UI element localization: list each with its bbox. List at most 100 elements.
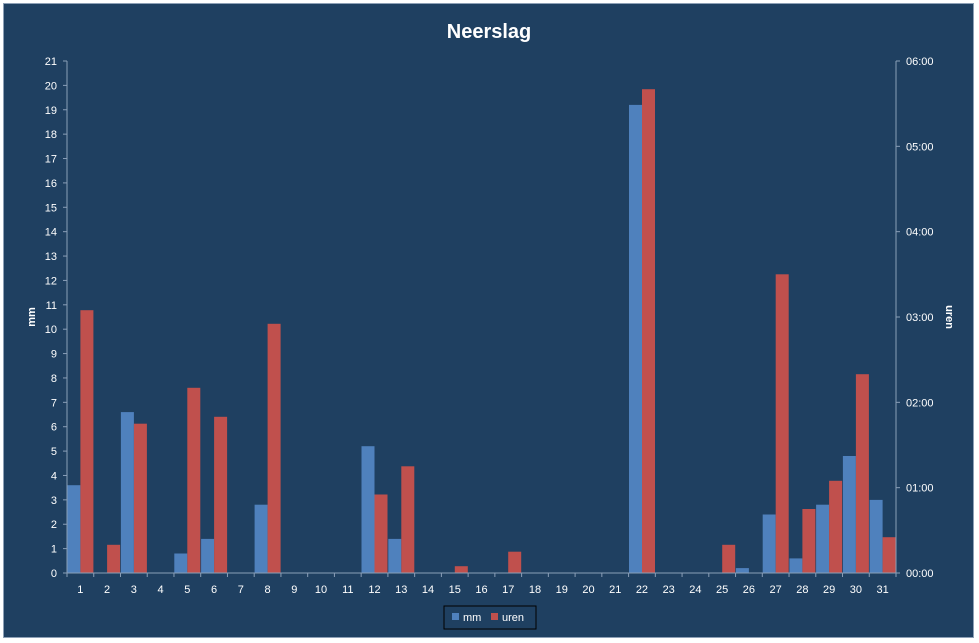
x-tick-label: 27	[770, 584, 782, 596]
y-axis-label-right: uren	[943, 305, 955, 329]
precipitation-chart: Neerslag 0123456789101112131415161718192…	[26, 21, 955, 630]
y-tick-label-left: 16	[45, 178, 57, 190]
x-tick-label: 31	[877, 584, 889, 596]
bar-uren-17	[508, 551, 522, 573]
y-tick-label-right: 05:00	[906, 141, 934, 153]
y-tick-label-left: 7	[51, 397, 57, 409]
x-tick-label: 8	[265, 584, 271, 596]
bar-mm-26	[735, 568, 749, 573]
legend-swatch-mm	[452, 613, 459, 620]
y-tick-label-right: 00:00	[906, 568, 934, 580]
bar-uren-29	[829, 480, 843, 573]
y-tick-label-left: 9	[51, 349, 57, 361]
legend-box	[443, 605, 537, 630]
bar-uren-3	[133, 423, 147, 573]
y-tick-label-left: 19	[45, 105, 57, 117]
chart-title: Neerslag	[447, 21, 532, 43]
x-tick-label: 18	[529, 584, 541, 596]
bar-uren-8	[267, 323, 281, 573]
y-tick-label-right: 06:00	[906, 56, 934, 68]
y-tick-label-left: 5	[51, 446, 57, 458]
x-tick-label: 16	[475, 584, 487, 596]
y-tick-label-left: 13	[45, 251, 57, 263]
x-tick-label: 7	[238, 584, 244, 596]
y-tick-label-left: 10	[45, 324, 57, 336]
bar-uren-31	[882, 537, 896, 573]
y-tick-label-left: 1	[51, 544, 57, 556]
bar-uren-30	[855, 374, 869, 573]
axes-group	[63, 60, 900, 577]
chart-frame: Neerslag 0 1 2 3 4 5 6 7 8 9 10 11 12 13 14 15 16 17 18 19 2…	[3, 3, 974, 638]
y-tick-label-left: 14	[45, 227, 57, 239]
x-tick-label: 13	[395, 584, 407, 596]
x-tick-label: 17	[502, 584, 514, 596]
bar-uren-1	[80, 310, 94, 573]
bar-uren-5	[187, 387, 201, 573]
bar-uren-13	[401, 466, 415, 573]
y-tick-label-left: 6	[51, 422, 57, 434]
y-tick-label-right: 02:00	[906, 397, 934, 409]
bar-uren-27	[775, 274, 789, 573]
ticks-group: 012345678910111213141516171819202100:000…	[45, 56, 934, 596]
x-tick-label: 25	[716, 584, 728, 596]
bar-mm-6	[201, 538, 215, 573]
legend-swatch-uren	[491, 613, 498, 620]
y-tick-label-right: 01:00	[906, 483, 934, 495]
bar-mm-8	[254, 504, 268, 573]
bar-mm-3	[120, 412, 134, 573]
bar-mm-5	[174, 553, 188, 573]
bar-uren-15	[454, 566, 468, 573]
bar-mm-27	[762, 514, 776, 573]
bars-group	[67, 89, 896, 574]
x-tick-label: 24	[689, 584, 701, 596]
x-tick-label: 29	[823, 584, 835, 596]
x-tick-label: 23	[663, 584, 675, 596]
y-tick-label-left: 11	[46, 300, 57, 312]
x-tick-label: 19	[556, 584, 568, 596]
x-tick-label: 12	[368, 584, 380, 596]
bar-mm-30	[842, 456, 856, 573]
x-tick-label: 5	[184, 584, 190, 596]
legend-label-uren: uren	[502, 612, 524, 624]
y-tick-label-right: 04:00	[906, 227, 934, 239]
y-tick-label-left: 12	[45, 275, 57, 287]
x-tick-label: 21	[609, 584, 621, 596]
bar-mm-13	[388, 538, 402, 573]
x-tick-label: 30	[850, 584, 862, 596]
x-tick-label: 6	[211, 584, 217, 596]
x-tick-label: 4	[158, 584, 164, 596]
legend: mm uren	[443, 605, 537, 630]
bar-mm-28	[789, 558, 803, 573]
y-tick-label-left: 0	[51, 568, 57, 580]
y-tick-label-left: 8	[51, 373, 57, 385]
y-tick-label-left: 20	[45, 80, 57, 92]
bar-mm-29	[816, 504, 830, 573]
y-tick-label-left: 17	[45, 154, 57, 166]
x-tick-label: 1	[77, 584, 83, 596]
x-tick-label: 14	[422, 584, 434, 596]
x-tick-label: 11	[342, 584, 353, 596]
legend-label-mm: mm	[463, 612, 481, 624]
y-tick-label-right: 03:00	[906, 312, 934, 324]
bar-mm-1	[67, 485, 81, 573]
x-tick-label: 3	[131, 584, 137, 596]
bar-uren-25	[722, 544, 736, 573]
bar-mm-12	[361, 446, 375, 573]
bar-uren-12	[374, 494, 388, 573]
y-tick-label-left: 2	[51, 519, 57, 531]
y-tick-label-left: 4	[51, 470, 57, 482]
bar-uren-28	[802, 509, 816, 573]
x-tick-label: 9	[291, 584, 297, 596]
y-axis-label-left: mm	[26, 307, 38, 327]
x-tick-label: 15	[449, 584, 461, 596]
bar-uren-6	[214, 416, 228, 573]
x-tick-label: 20	[582, 584, 594, 596]
bar-uren-2	[107, 544, 121, 573]
y-tick-label-left: 18	[45, 129, 57, 141]
bar-mm-22	[629, 104, 642, 574]
x-tick-label: 2	[104, 584, 110, 596]
x-tick-label: 22	[636, 584, 648, 596]
x-tick-label: 10	[315, 584, 327, 596]
x-tick-label: 26	[743, 584, 755, 596]
y-tick-label-left: 21	[45, 56, 57, 68]
